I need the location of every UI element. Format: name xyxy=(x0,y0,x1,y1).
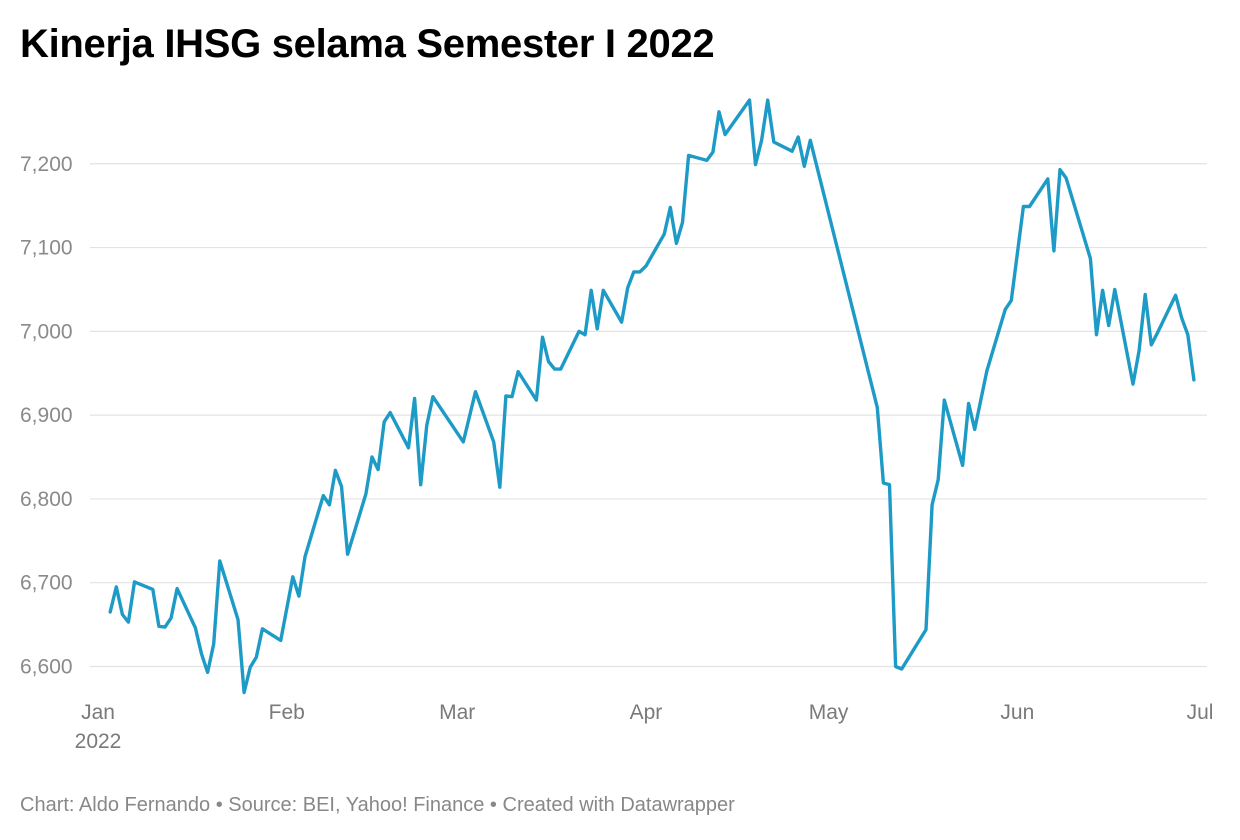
x-tick-label: Feb xyxy=(269,701,305,724)
y-axis-tick-labels: 6,600 6,700 6,800 6,900 7,000 7,100 7,200 xyxy=(20,153,73,679)
y-tick-label: 7,200 xyxy=(20,153,73,176)
gridlines xyxy=(90,163,1207,668)
chart-title: Kinerja IHSG selama Semester I 2022 xyxy=(20,22,715,66)
series-line xyxy=(108,98,1196,695)
y-tick-label: 6,900 xyxy=(20,404,73,427)
chart-credit: Chart: Aldo Fernando xyxy=(20,794,211,816)
x-tick-label: Mar xyxy=(439,701,475,724)
tool-credit: Created with Datawrapper xyxy=(502,794,735,816)
x-tick-sublabel: 2022 xyxy=(75,730,122,753)
footer-separator: • xyxy=(489,794,497,816)
y-tick-label: 7,000 xyxy=(20,320,73,343)
x-tick-label: Jan xyxy=(81,701,115,724)
x-tick-label: Apr xyxy=(630,701,663,724)
y-tick-label: 6,700 xyxy=(20,572,73,595)
data-series xyxy=(108,98,1196,695)
chart-footer: Chart: Aldo Fernando • Source: BEI, Yaho… xyxy=(20,794,735,817)
footer-separator: • xyxy=(215,794,223,816)
y-tick-label: 6,800 xyxy=(20,488,73,511)
x-tick-label: Jul xyxy=(1187,701,1214,724)
x-axis-tick-labels: Jan 2022 Feb Mar Apr May Jun Jul xyxy=(75,701,1214,753)
x-tick-label: Jun xyxy=(1000,701,1034,724)
x-tick-label: May xyxy=(809,701,849,724)
y-tick-label: 7,100 xyxy=(20,237,73,260)
source-credit: Source: BEI, Yahoo! Finance xyxy=(228,794,485,816)
y-tick-label: 6,600 xyxy=(20,655,73,678)
